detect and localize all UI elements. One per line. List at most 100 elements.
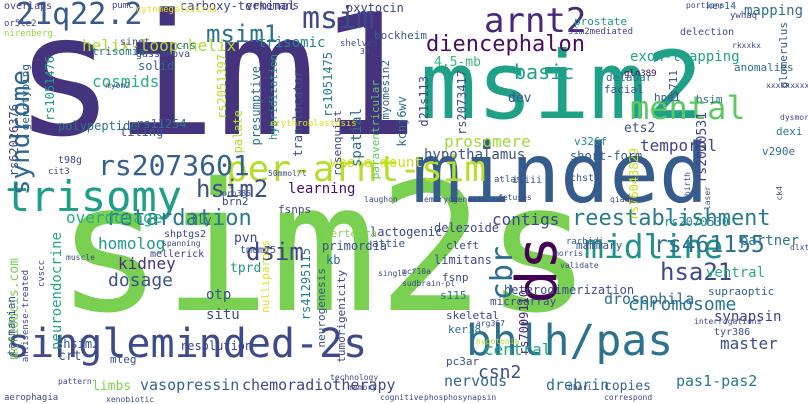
cloud-word: rs2070531: [695, 112, 710, 183]
cloud-word: mellerick: [150, 249, 205, 260]
cloud-word: drosophila: [604, 290, 695, 308]
cloud-word: chemoradiotherapy: [242, 376, 396, 394]
cloud-word: pumc: [112, 1, 134, 11]
cloud-word: hhari: [568, 383, 593, 392]
cloud-word: hypotonia: [476, 337, 520, 346]
cloud-word: ets2: [624, 121, 656, 136]
cloud-word: dexi: [776, 125, 803, 138]
cloud-word: nervous: [444, 372, 508, 390]
cloud-word: fsnps: [278, 203, 312, 216]
cloud-word: neuroendocrine: [49, 232, 65, 351]
cloud-word: partner: [740, 233, 800, 249]
cloud-word: ker18: [448, 323, 482, 336]
cloud-word: rs41295115: [299, 248, 313, 321]
cloud-word: rs711: [667, 70, 680, 104]
cloud-word: dlxt: [790, 243, 808, 252]
cloud-word: attie: [372, 237, 406, 250]
cloud-word: rs2051397: [215, 54, 229, 120]
cloud-word: ker14: [706, 1, 737, 12]
cloud-word: embryogenesis: [424, 195, 487, 204]
cloud-word: myomesin2: [379, 60, 392, 120]
cloud-word: laughon: [364, 195, 398, 204]
cloud-word: arg367: [476, 319, 505, 328]
cloud-word: d21s113: [417, 76, 431, 127]
cloud-word: hpe1: [654, 91, 681, 104]
cloud-word: rs1051476: [43, 56, 57, 122]
cloud-word: diencephalon: [426, 32, 585, 57]
cloud-word: kb: [326, 253, 341, 267]
cloud-word: prosomere: [444, 132, 531, 151]
cloud-word: cvscc: [37, 260, 47, 288]
cloud-word: tumorigenicity: [335, 270, 348, 363]
cloud-word: copies: [604, 379, 651, 394]
cloud-word: mapping: [744, 3, 804, 19]
cloud-word: morris: [554, 249, 583, 258]
cloud-word: 21q22.2: [16, 0, 143, 32]
cloud-word: mental: [630, 89, 746, 127]
cloud-word: bockheim: [374, 29, 427, 42]
cloud-word: tyr386: [714, 327, 751, 338]
cloud-word: tasmanian: [5, 296, 18, 356]
cloud-word: facial: [604, 83, 644, 96]
cloud-word: erythroblastosis: [270, 119, 357, 129]
cloud-word: qiamp: [610, 195, 635, 204]
cloud-word: vasopressin: [140, 376, 240, 394]
cloud-word: overlaps: [4, 1, 53, 12]
cloud-word: microarray: [490, 295, 557, 308]
cloud-word: v326f: [574, 135, 608, 148]
cloud-word: lactogenic: [370, 225, 443, 239]
cloud-word: cognitive: [380, 393, 424, 402]
cloud-word: spanning: [162, 239, 201, 248]
cloud-word: dsim: [246, 238, 304, 266]
cloud-word: shsim2: [56, 337, 100, 351]
cloud-word: exon-trapping: [630, 49, 740, 65]
cloud-word: memory: [348, 383, 377, 392]
cloud-word: presumptive: [249, 66, 263, 146]
cloud-word: crt: [58, 349, 82, 364]
cloud-word: single: [378, 269, 407, 278]
cloud-word: 4.5-mb: [434, 55, 481, 70]
cloud-word: drebrin: [546, 376, 610, 394]
cloud-word: chst2: [570, 173, 601, 184]
cloud-word: overdosage: [66, 208, 163, 227]
cloud-word: xxxxxxxxxxxxy: [766, 81, 808, 90]
cloud-word: central: [484, 340, 552, 359]
cloud-word: cit3: [48, 167, 70, 177]
cloud-word: rs2070530: [664, 215, 730, 229]
cloud-word: resolution: [180, 339, 253, 353]
cloud-word: whole-mount: [330, 155, 423, 171]
cloud-word: technology: [330, 373, 379, 382]
cloud-word: polypeptide: [58, 119, 138, 133]
cloud-word: ventral: [706, 265, 766, 281]
cloud-word: translocator: [291, 70, 305, 157]
cloud-word: trisomia: [92, 45, 145, 58]
cloud-word: retardation: [106, 206, 252, 231]
cloud-word: laser: [703, 186, 712, 211]
cloud-word: bhlh/pas: [466, 316, 674, 366]
cloud-word: otp: [206, 287, 232, 303]
cloud-word: glomerulus: [777, 22, 790, 89]
cloud-word: delezoide: [434, 221, 500, 235]
cloud-word: sim2s: [56, 145, 592, 352]
cloud-word: fetuses: [498, 193, 532, 202]
cloud-word: limbs: [92, 379, 132, 394]
cloud-word: pc3ar: [446, 355, 480, 368]
cloud-word: palate: [231, 110, 245, 154]
cloud-word: fly: [190, 213, 212, 227]
cloud-word: rachidi: [566, 237, 604, 247]
cloud-word: sim1: [14, 0, 419, 174]
cloud-word: 50mmol/l: [268, 169, 307, 178]
cloud-word: kcnj6wv: [395, 96, 409, 147]
cloud-word: hsa21: [660, 258, 733, 286]
cloud-word: dev: [508, 91, 532, 106]
cloud-word: phosphosynapsin: [424, 393, 497, 402]
cloud-word: tiling: [120, 125, 164, 139]
cloud-word: per-arnt-sim: [226, 149, 487, 190]
cloud-word: supraoptic: [708, 285, 775, 298]
cloud-word: kidney: [118, 254, 176, 273]
cloud-word: rs1051475: [321, 52, 335, 118]
cloud-word: interrogations: [694, 317, 762, 326]
cloud-word: correspond: [604, 393, 653, 402]
cloud-word: sim2mediated: [568, 27, 634, 37]
